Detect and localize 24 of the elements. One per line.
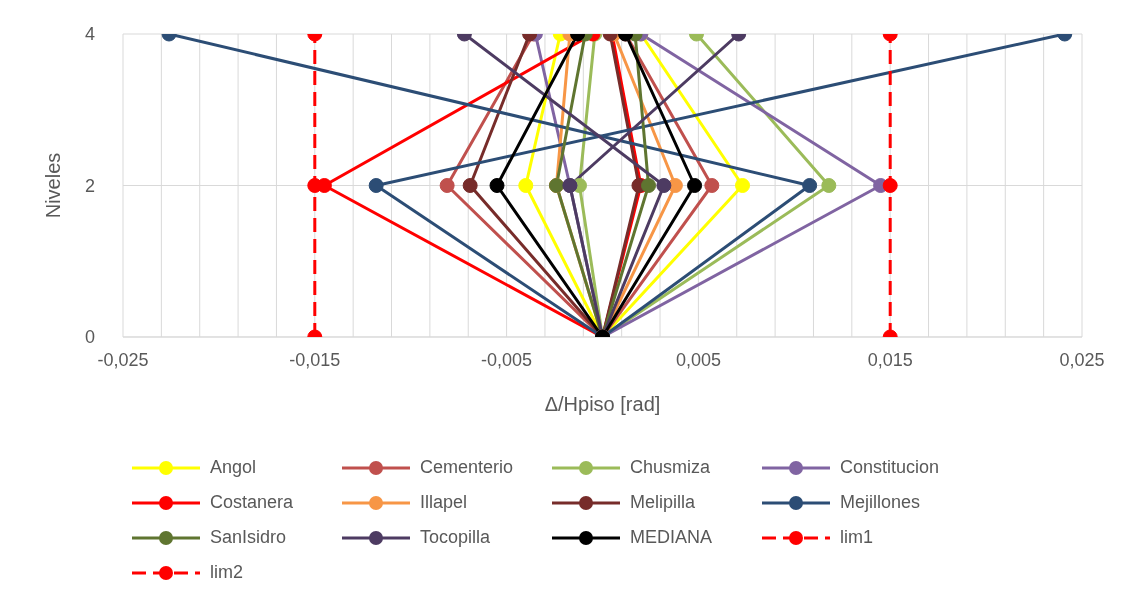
x-axis-title: Δ/Hpiso [rad] xyxy=(544,393,661,415)
legend-label: Costanera xyxy=(210,492,294,513)
legend-label: MEDIANA xyxy=(630,527,713,548)
legend-label: Cementerio xyxy=(420,457,514,478)
y-tick-label: 0 xyxy=(84,327,95,348)
y-tick-label: 4 xyxy=(84,24,95,45)
x-tick-label: 0,025 xyxy=(1059,349,1105,370)
y-tick-label: 2 xyxy=(84,175,95,196)
legend-label: lim2 xyxy=(210,562,244,583)
legend-label: SanIsidro xyxy=(210,527,287,548)
x-tick-label: 0,015 xyxy=(867,349,913,370)
legend-label: Mejillones xyxy=(840,492,921,513)
legend-label: Tocopilla xyxy=(420,527,491,548)
y-axis-title: Niveles xyxy=(42,152,65,219)
legend-label: Constitucion xyxy=(840,457,940,478)
legend-label: Melipilla xyxy=(630,492,696,513)
x-tick-label: -0,005 xyxy=(481,349,533,370)
legend-label: Chusmiza xyxy=(630,457,711,478)
x-tick-label: 0,005 xyxy=(675,349,721,370)
x-tick-label: -0,025 xyxy=(97,349,149,370)
legend-label: lim1 xyxy=(840,527,874,548)
legend-label: Angol xyxy=(210,457,257,478)
x-tick-label: -0,015 xyxy=(289,349,341,370)
legend-label: Illapel xyxy=(420,492,468,513)
